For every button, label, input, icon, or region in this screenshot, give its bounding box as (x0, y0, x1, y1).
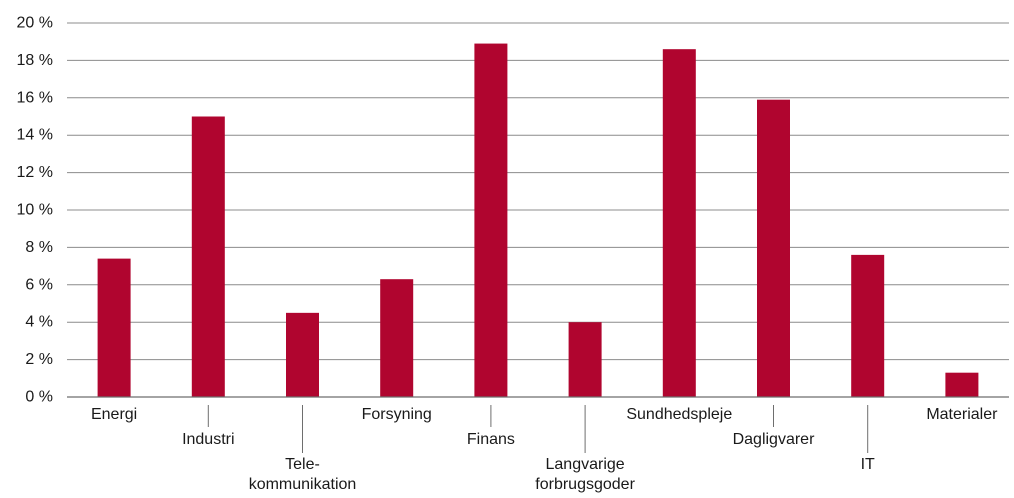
bar (474, 43, 508, 397)
bar (286, 312, 319, 397)
y-tick-label: 0 % (25, 389, 53, 406)
category-label-line: Forsyning (362, 406, 432, 423)
category-label: Energi (91, 406, 137, 423)
y-tick-label: 18 % (17, 52, 53, 69)
y-tick-label: 4 % (25, 314, 53, 331)
category-label-line: Langvarige (546, 456, 625, 473)
y-tick-label: 16 % (17, 89, 53, 106)
category-label-line: Sundhedspleje (626, 406, 732, 423)
category-label-line: Tele- (285, 456, 320, 473)
category-label-line: Finans (467, 431, 515, 448)
y-tick-label: 20 % (17, 15, 53, 32)
category-label: Langvarige forbrugsgoder (535, 456, 635, 493)
y-tick-label: 10 % (17, 202, 53, 219)
category-label-line: Materialer (926, 406, 998, 423)
bar (851, 254, 885, 397)
category-label: Industri (182, 431, 234, 448)
bar (380, 279, 414, 397)
y-tick-label: 6 % (25, 276, 53, 293)
category-label: Tele-kommunikation (249, 456, 357, 493)
bar (568, 322, 602, 397)
category-label-line: kommunikation (249, 476, 357, 493)
category-label-line: Energi (91, 406, 137, 423)
category-label-line: forbrugsgoder (535, 476, 635, 493)
y-tick-label: 2 % (25, 351, 53, 368)
category-label: Finans (467, 431, 515, 448)
y-tick-label: 14 % (17, 127, 53, 144)
bar (97, 258, 131, 397)
bar (757, 99, 790, 398)
category-label: IT (861, 456, 875, 473)
bar (191, 116, 225, 397)
category-label: Sundhedspleje (626, 406, 732, 423)
category-label: Materialer (926, 406, 998, 423)
y-tick-label: 8 % (25, 239, 53, 256)
bar (945, 372, 979, 397)
category-label: Forsyning (362, 406, 432, 423)
category-label-line: Dagligvarer (733, 431, 815, 448)
category-label-line: Industri (182, 431, 234, 448)
y-tick-label: 12 % (17, 164, 53, 181)
bar (662, 49, 696, 398)
category-label: Dagligvarer (733, 431, 815, 448)
category-label-line: IT (861, 456, 875, 473)
